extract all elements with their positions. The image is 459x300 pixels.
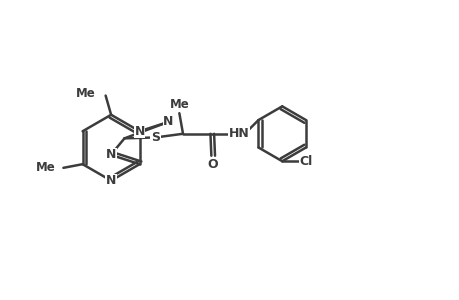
Text: N: N [106, 148, 116, 161]
Text: S: S [151, 131, 160, 144]
Text: HN: HN [228, 127, 249, 140]
Text: N: N [106, 174, 116, 187]
Text: Me: Me [76, 87, 95, 100]
Text: Cl: Cl [299, 155, 312, 168]
Text: Me: Me [35, 161, 55, 174]
Text: Me: Me [169, 98, 189, 111]
Text: O: O [207, 158, 217, 171]
Text: N: N [163, 116, 173, 128]
Text: N: N [134, 125, 145, 138]
